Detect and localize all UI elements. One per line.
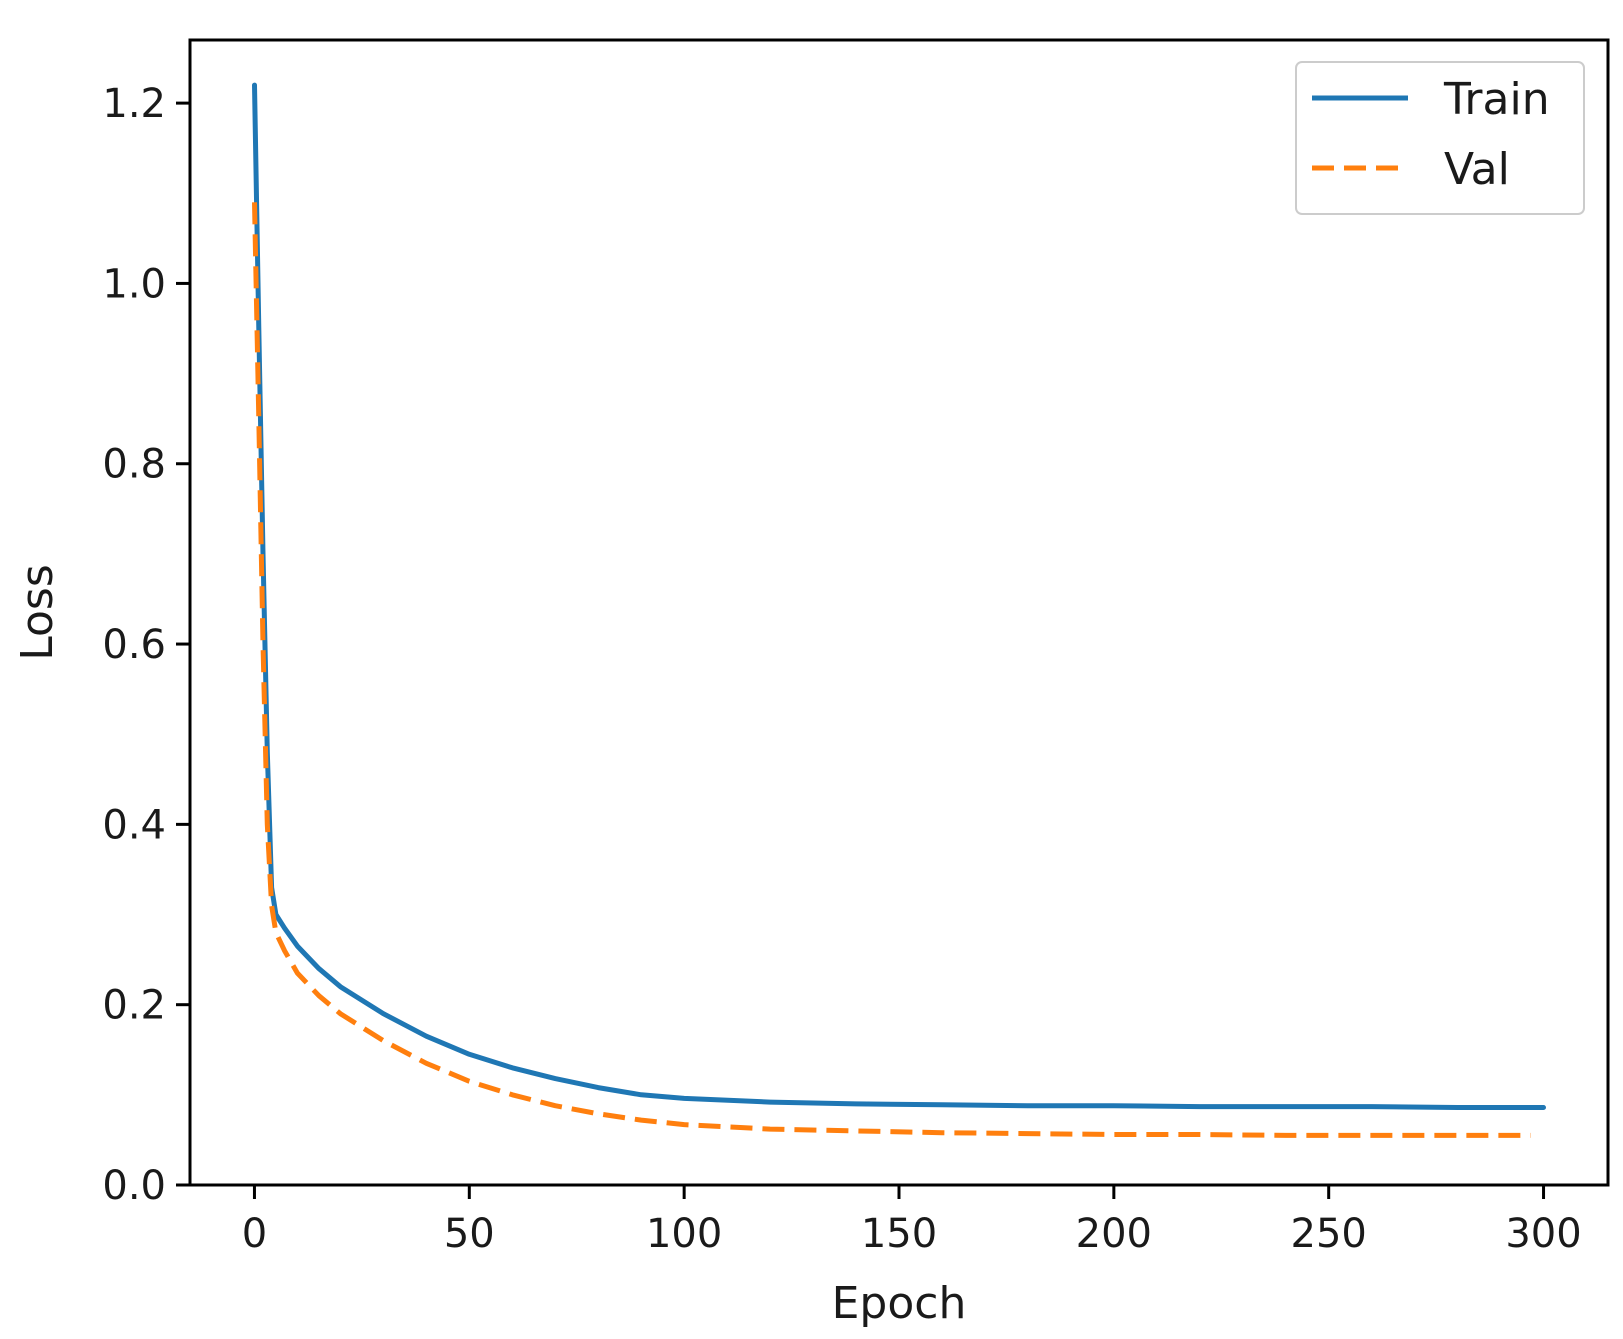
y-axis-label: Loss (12, 564, 63, 661)
y-tick-label: 0.4 (102, 802, 166, 848)
legend-label-val: Val (1444, 144, 1510, 195)
plot-area (252, 82, 1546, 1138)
legend: Train Val (1295, 61, 1585, 215)
x-tick-label: 150 (861, 1211, 937, 1257)
series-line-train (252, 82, 1546, 1110)
y-tick-label: 1.0 (102, 261, 166, 307)
x-tick-label: 100 (646, 1211, 722, 1257)
x-tick-label: 250 (1291, 1211, 1367, 1257)
y-tick-label: 1.2 (102, 81, 166, 127)
x-axis-ticks: 0 50 100 150 200 250 300 (242, 1185, 1582, 1257)
x-tick-label: 0 (242, 1211, 267, 1257)
legend-label-train: Train (1443, 74, 1550, 125)
x-tick-label: 50 (444, 1211, 495, 1257)
y-axis-ticks: 0.0 0.2 0.4 0.6 0.8 1.0 1.2 (102, 81, 190, 1209)
y-tick-label: 0.8 (102, 442, 166, 488)
series-line-val (252, 202, 1531, 1138)
x-tick-label: 200 (1076, 1211, 1152, 1257)
y-tick-label: 0.2 (102, 983, 166, 1029)
x-axis-label: Epoch (832, 1278, 967, 1329)
x-tick-label: 300 (1505, 1211, 1581, 1257)
y-tick-label: 0.6 (102, 622, 166, 668)
y-tick-label: 0.0 (102, 1163, 166, 1209)
